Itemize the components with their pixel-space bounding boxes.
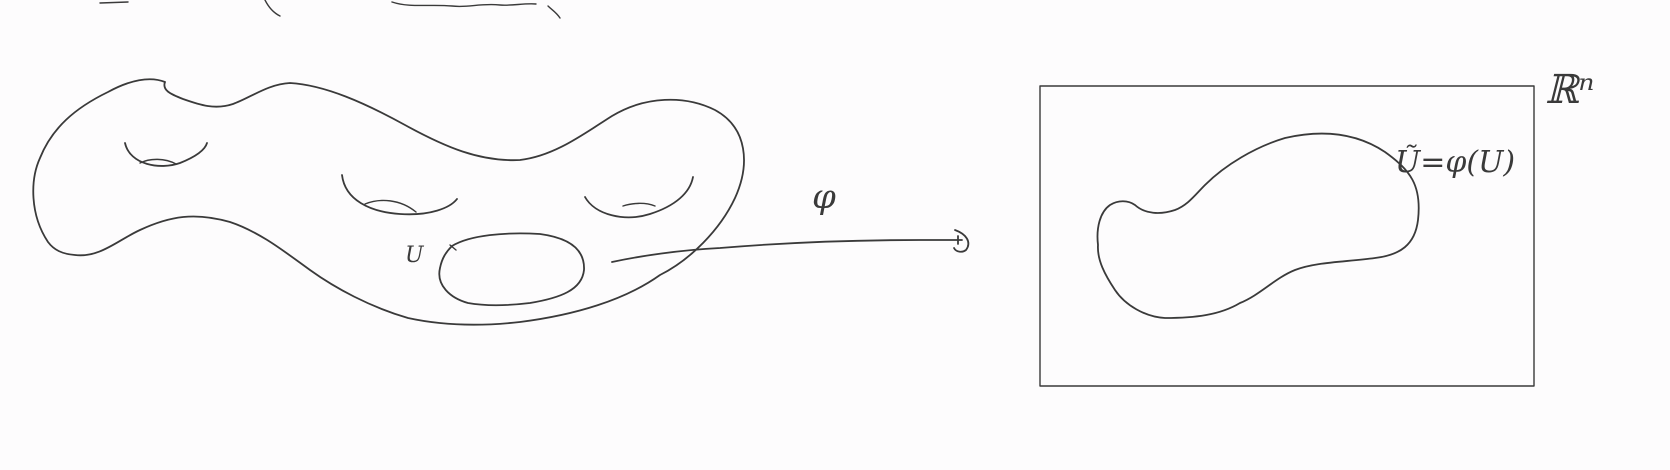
open-set-u-region: [438, 232, 585, 307]
label-open-set-u: U: [405, 243, 425, 268]
surface-outline: [32, 78, 745, 326]
open-set-u-tick: [449, 244, 457, 251]
surface-hole-2: [341, 174, 458, 216]
label-image-set: Ũ=φ(U): [1395, 144, 1515, 180]
euclidean-space-box: [1039, 85, 1535, 387]
surface-hole-3: [584, 176, 694, 219]
label-euclidean-space: ℝⁿ: [1545, 67, 1594, 113]
mapping-arrow: [611, 239, 963, 263]
cropped-handwriting-top: [99, 0, 561, 19]
mapping-arrow-head: [953, 229, 970, 253]
image-set-region: [1096, 132, 1420, 319]
surface-hole-1: [124, 142, 208, 167]
label-phi: φ: [812, 177, 836, 217]
